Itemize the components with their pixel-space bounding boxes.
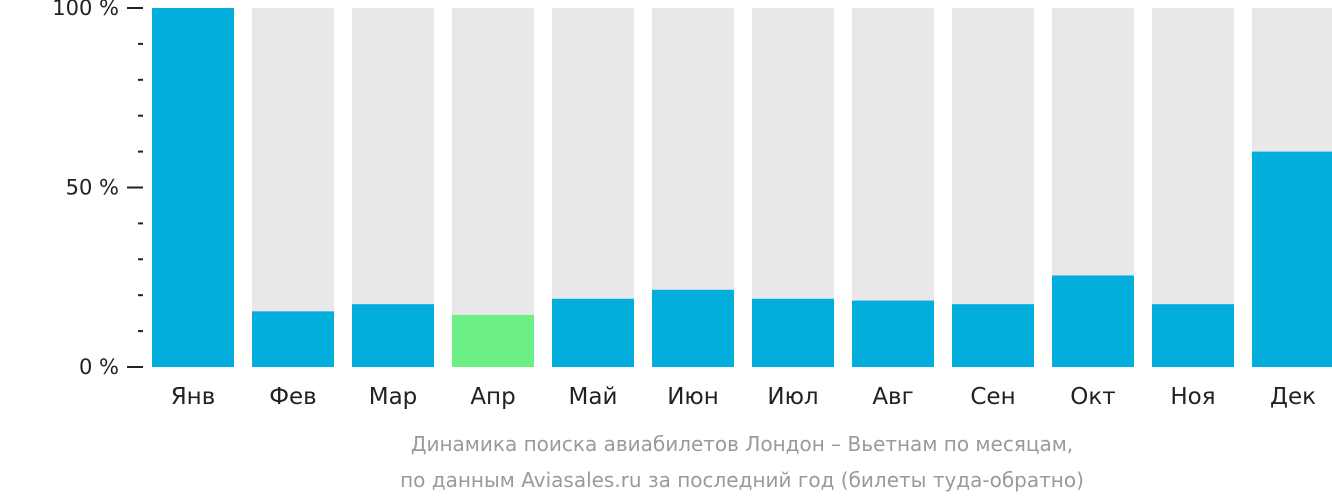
bar [652, 289, 734, 367]
bar [1052, 275, 1134, 367]
bar [852, 300, 934, 367]
bar [252, 311, 334, 367]
x-tick-label: Мар [369, 384, 418, 410]
bar [752, 298, 834, 367]
bar-background [452, 8, 534, 367]
bar [552, 298, 634, 367]
x-tick-label: Июн [667, 384, 719, 410]
bar [1152, 304, 1234, 367]
bar [952, 304, 1034, 367]
y-tick-label: 50 % [66, 176, 119, 200]
bar [1252, 151, 1332, 367]
bar [452, 314, 534, 367]
y-tick-label: 100 % [52, 0, 119, 20]
x-tick-label: Май [569, 384, 618, 410]
x-tick-label: Окт [1070, 384, 1115, 410]
x-tick-label: Дек [1270, 384, 1316, 410]
bar [352, 304, 434, 367]
x-tick-label: Сен [970, 384, 1015, 410]
x-tick-label: Фев [269, 384, 317, 410]
chart-caption-line-1: Динамика поиска авиабилетов Лондон – Вье… [410, 432, 1074, 456]
bar [152, 8, 234, 367]
chart-caption-line-2: по данным Aviasales.ru за последний год … [400, 468, 1084, 492]
bar-chart: 0 % 50 % 100 % Янв Фев Мар Апр Май Июн Июл Авг Сен О… [52, 0, 1332, 410]
bar-background [252, 8, 334, 367]
x-tick-label: Апр [470, 384, 515, 410]
x-tick-label: Авг [872, 384, 913, 410]
x-tick-label: Ноя [1170, 384, 1215, 410]
x-tick-label: Янв [171, 384, 216, 410]
x-tick-label: Июл [767, 384, 818, 410]
y-tick-label: 0 % [79, 355, 119, 379]
